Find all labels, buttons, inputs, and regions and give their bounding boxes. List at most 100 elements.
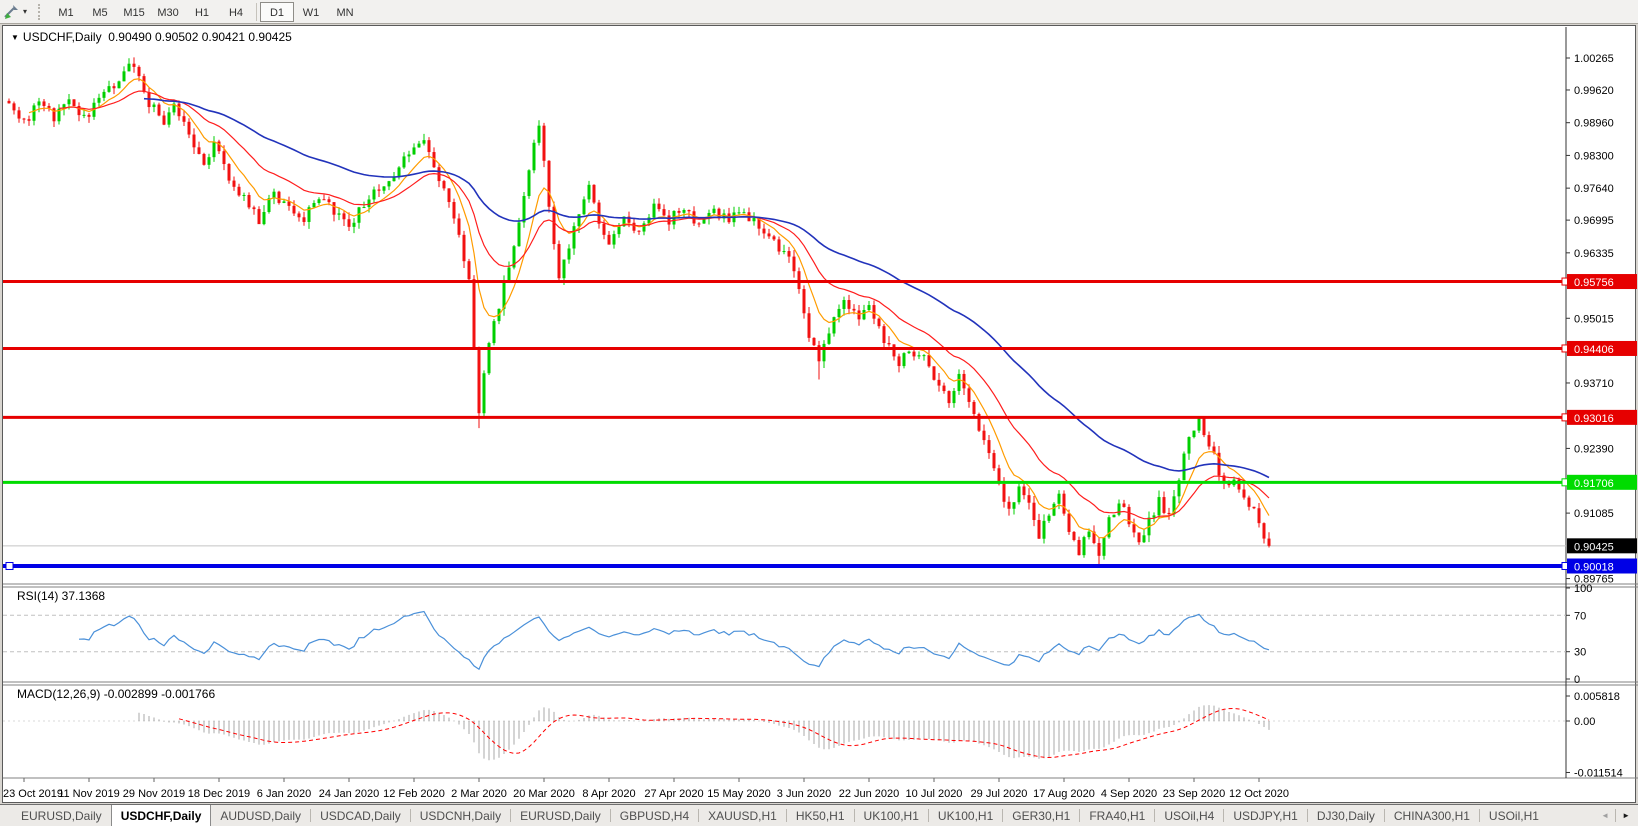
- candle-body: [172, 103, 176, 113]
- candle-body: [242, 194, 246, 196]
- svg-text:0.94406: 0.94406: [1574, 344, 1614, 356]
- timeframe-button-W1[interactable]: W1: [302, 6, 320, 19]
- timeframe-button-H4[interactable]: H4: [228, 6, 244, 19]
- candle-body: [67, 99, 71, 105]
- toolbar-grip[interactable]: [38, 3, 45, 20]
- scroll-tabs-right-icon[interactable]: ►: [1622, 811, 1630, 820]
- chart-tab-AUDUSD-Daily[interactable]: AUDUSD,Daily: [220, 808, 302, 823]
- candle-body: [997, 468, 1001, 484]
- cursor-tool-group[interactable]: ▾: [0, 1, 34, 23]
- candle-body: [837, 308, 841, 318]
- timeframe-button-M5[interactable]: M5: [92, 6, 108, 19]
- chart-tab-USDJPY-H1[interactable]: USDJPY,H1: [1233, 808, 1298, 823]
- price-axis-label: 0.93710: [1574, 378, 1614, 390]
- candle-body: [1087, 531, 1091, 538]
- timeframe-button-M15[interactable]: M15: [123, 6, 145, 19]
- horizontal-lines-layer[interactable]: [3, 277, 1570, 571]
- tab-divider: [698, 809, 700, 822]
- candle-body: [217, 141, 221, 152]
- chart-tab-FRA40-H1[interactable]: FRA40,H1: [1089, 808, 1146, 823]
- timeframe-button-M1[interactable]: M1: [58, 6, 74, 19]
- candle-body: [122, 71, 126, 82]
- tab-divider: [927, 809, 929, 822]
- candle-body: [1127, 506, 1131, 525]
- candle-body: [447, 188, 451, 203]
- collapse-triangle-icon[interactable]: ▼: [11, 33, 19, 42]
- candle-body: [522, 196, 526, 223]
- candle-body: [187, 121, 191, 135]
- chart-tab-CHINA300-H1[interactable]: CHINA300,H1: [1393, 808, 1470, 823]
- chart-tab-HK50-H1[interactable]: HK50,H1: [795, 808, 845, 823]
- timeframe-button-H1[interactable]: H1: [194, 6, 210, 19]
- tab-divider: [785, 809, 787, 822]
- candle-body: [852, 308, 856, 311]
- candle-body: [1192, 430, 1196, 438]
- rsi-line: [78, 610, 1270, 671]
- candle-body: [12, 103, 16, 111]
- candle-body: [612, 234, 616, 245]
- candle-body: [232, 180, 236, 187]
- price-axis-label: 0.98300: [1574, 150, 1614, 162]
- candle-body: [912, 351, 916, 357]
- chart-tab-EURUSD-Daily[interactable]: EURUSD,Daily: [520, 808, 601, 823]
- macd-panel: [3, 705, 1566, 761]
- macd-signal-line: [178, 707, 1270, 759]
- date-axis-label: 24 Jan 2020: [319, 788, 380, 800]
- timeframe-button-D1[interactable]: D1: [260, 1, 295, 22]
- chevron-down-icon[interactable]: ▾: [23, 7, 28, 16]
- candle-body: [202, 153, 206, 165]
- chart-tab-XAUUSD-H1[interactable]: XAUUSD,H1: [708, 808, 777, 823]
- chart-tab-USDCHF-Daily[interactable]: USDCHF,Daily: [110, 805, 212, 826]
- candle-body: [972, 401, 976, 414]
- chart-tab-USDCNH-Daily[interactable]: USDCNH,Daily: [419, 808, 502, 823]
- candle-body: [787, 251, 791, 257]
- candle-body: [807, 313, 811, 338]
- cursor-tool-icon[interactable]: [2, 3, 20, 21]
- candle-body: [652, 203, 656, 218]
- candle-body: [602, 223, 606, 235]
- candle-body: [712, 208, 716, 213]
- candle-body: [1242, 489, 1246, 498]
- candle-body: [682, 210, 686, 213]
- timeframe-button-MN[interactable]: MN: [336, 6, 354, 19]
- candle-body: [407, 154, 411, 157]
- candle-body: [422, 140, 426, 144]
- chart-tab-USOil-H1[interactable]: USOil,H1: [1488, 808, 1539, 823]
- candle-body: [677, 210, 681, 213]
- candle-body: [477, 347, 481, 414]
- chart-tab-EURUSD-Daily[interactable]: EURUSD,Daily: [21, 808, 102, 823]
- scroll-tabs-left-icon[interactable]: ◄: [1601, 811, 1610, 820]
- candle-body: [77, 105, 81, 116]
- candle-body: [357, 207, 361, 223]
- candles-layer: [7, 57, 1271, 568]
- candle-body: [562, 259, 566, 279]
- candle-body: [1252, 506, 1256, 509]
- timeframe-button-M30[interactable]: M30: [157, 6, 179, 19]
- candle-body: [152, 104, 156, 108]
- candle-body: [487, 343, 491, 374]
- candle-body: [197, 147, 201, 154]
- tab-divider: [1383, 809, 1385, 822]
- candle-body: [1157, 497, 1161, 516]
- chart-tab-GBPUSD-H4[interactable]: GBPUSD,H4: [619, 808, 690, 823]
- candle-body: [937, 379, 941, 386]
- candle-body: [1022, 486, 1026, 496]
- candle-body: [282, 201, 286, 203]
- chart-tab-USDCAD-Daily[interactable]: USDCAD,Daily: [320, 808, 401, 823]
- chart-tab-UK100-H1[interactable]: UK100,H1: [937, 808, 994, 823]
- candle-body: [1062, 493, 1066, 514]
- date-axis-label: 18 Dec 2019: [188, 788, 250, 800]
- candle-body: [267, 198, 271, 212]
- chart-tab-USOil-H4[interactable]: USOil,H4: [1164, 808, 1215, 823]
- candle-body: [1167, 512, 1171, 515]
- chart-tab-DJ30-Daily[interactable]: DJ30,Daily: [1316, 808, 1375, 823]
- candle-body: [1172, 496, 1176, 515]
- chart-tab-GER30-H1[interactable]: GER30,H1: [1012, 808, 1071, 823]
- chart-tab-UK100-H1[interactable]: UK100,H1: [863, 808, 919, 823]
- hline-handle-left[interactable]: [5, 562, 14, 571]
- candle-body: [1077, 539, 1081, 556]
- candle-body: [262, 211, 266, 225]
- chart-symbol-period: USDCHF,Daily: [22, 30, 102, 44]
